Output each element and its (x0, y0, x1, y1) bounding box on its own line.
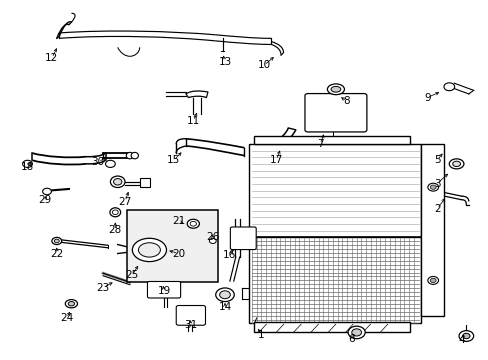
Text: 16: 16 (223, 250, 236, 260)
Ellipse shape (190, 221, 196, 226)
Ellipse shape (448, 159, 463, 169)
Text: 19: 19 (157, 286, 170, 296)
Ellipse shape (209, 238, 216, 243)
Text: 8: 8 (343, 96, 349, 106)
Bar (254, 136, 409, 144)
Text: 12: 12 (45, 53, 59, 63)
Ellipse shape (327, 84, 344, 95)
Bar (420, 144, 444, 316)
Ellipse shape (138, 243, 160, 257)
Ellipse shape (427, 183, 438, 191)
Ellipse shape (112, 210, 118, 215)
Text: 6: 6 (348, 333, 354, 343)
Ellipse shape (113, 179, 122, 185)
Ellipse shape (215, 288, 234, 302)
Text: 31: 31 (184, 320, 197, 330)
Text: 27: 27 (118, 197, 131, 207)
FancyBboxPatch shape (230, 227, 256, 249)
Text: 13: 13 (218, 57, 231, 67)
Text: 29: 29 (38, 195, 51, 205)
Bar (254, 322, 409, 332)
Ellipse shape (347, 326, 365, 339)
Text: 2: 2 (433, 204, 440, 214)
Ellipse shape (429, 278, 435, 283)
FancyBboxPatch shape (147, 282, 180, 298)
Text: 5: 5 (433, 155, 440, 165)
Ellipse shape (131, 152, 138, 159)
Text: 15: 15 (167, 155, 180, 165)
Ellipse shape (429, 185, 435, 189)
Ellipse shape (65, 300, 77, 308)
Text: 3: 3 (433, 179, 440, 189)
Bar (127, 211, 217, 282)
Text: 14: 14 (218, 302, 231, 312)
Ellipse shape (458, 330, 473, 341)
Text: 22: 22 (50, 248, 63, 258)
Ellipse shape (351, 329, 361, 336)
Ellipse shape (427, 276, 438, 284)
Ellipse shape (219, 291, 230, 299)
Text: 9: 9 (423, 93, 430, 103)
Text: 17: 17 (269, 155, 282, 165)
Ellipse shape (52, 237, 61, 244)
Ellipse shape (132, 238, 166, 262)
Text: 18: 18 (21, 162, 34, 172)
FancyBboxPatch shape (305, 94, 366, 132)
Ellipse shape (126, 152, 133, 159)
Ellipse shape (330, 86, 340, 92)
Text: 24: 24 (60, 313, 73, 323)
Text: 11: 11 (186, 116, 200, 126)
Ellipse shape (110, 176, 125, 188)
Ellipse shape (443, 83, 454, 91)
Ellipse shape (54, 239, 59, 243)
Text: 25: 25 (125, 270, 139, 280)
Ellipse shape (105, 160, 115, 167)
Text: 4: 4 (457, 334, 464, 345)
Text: 23: 23 (96, 283, 109, 293)
Text: 30: 30 (91, 157, 104, 167)
Text: 1: 1 (258, 330, 264, 340)
Ellipse shape (68, 302, 74, 306)
Ellipse shape (22, 160, 32, 167)
Ellipse shape (187, 219, 199, 228)
FancyBboxPatch shape (176, 306, 205, 325)
Ellipse shape (452, 161, 460, 167)
Text: 26: 26 (206, 232, 219, 242)
Bar (140, 178, 150, 187)
Ellipse shape (42, 188, 51, 195)
Bar (249, 237, 420, 323)
Text: 20: 20 (172, 248, 185, 258)
Text: 10: 10 (257, 60, 270, 70)
Text: 21: 21 (172, 216, 185, 226)
Text: 28: 28 (108, 225, 122, 235)
Text: 7: 7 (316, 139, 323, 149)
Ellipse shape (462, 333, 469, 339)
Ellipse shape (110, 208, 121, 217)
Bar (249, 144, 420, 237)
